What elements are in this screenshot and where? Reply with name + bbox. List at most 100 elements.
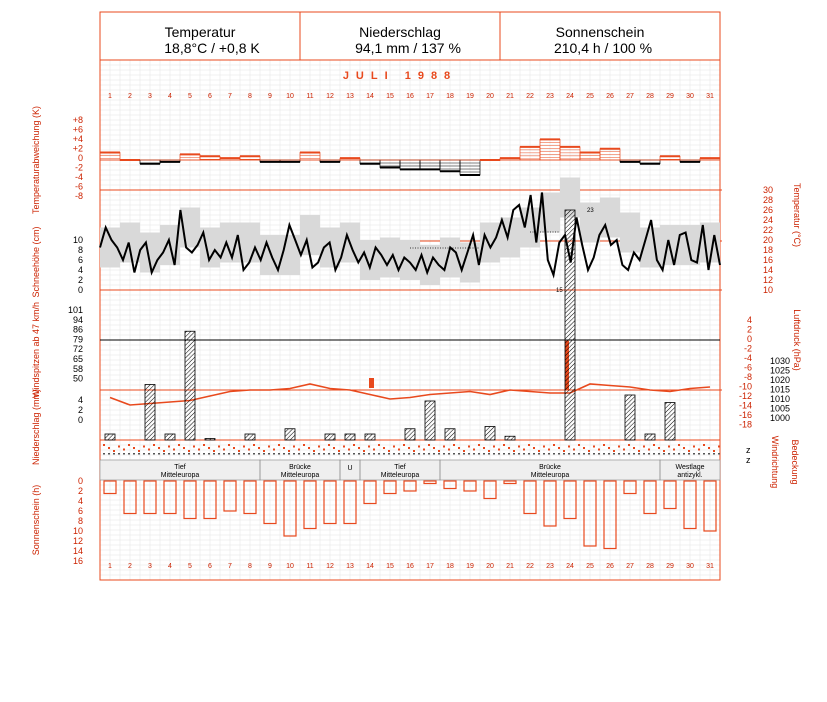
day-label-top: 14 — [366, 93, 374, 100]
temperature-tick: 18 — [763, 245, 773, 255]
cloud-mark — [328, 453, 330, 455]
day-label-bottom: 13 — [346, 563, 354, 570]
wind-mark — [168, 445, 170, 448]
sunshine-bar — [423, 480, 437, 485]
temperature-tick: 26 — [763, 205, 773, 215]
cloud-mark — [488, 453, 490, 455]
day-label-top: 21 — [506, 93, 514, 100]
cloud-mark — [468, 453, 470, 455]
cloud-mark — [673, 453, 675, 455]
day-label-top: 16 — [406, 93, 414, 100]
wind-mark — [208, 447, 210, 449]
day-label-bottom: 11 — [306, 563, 313, 570]
cloud-mark — [343, 453, 345, 455]
pressure-mm-tick: -14 — [739, 401, 752, 411]
cloud-mark — [288, 453, 290, 455]
wind-mark — [598, 448, 600, 451]
wind-mark — [378, 444, 380, 446]
cloud-mark — [398, 453, 400, 455]
wind-legend-mark: z — [746, 445, 751, 455]
wind-mark — [263, 450, 265, 452]
cloud-mark — [363, 453, 365, 455]
wind-mark — [448, 448, 450, 451]
pressure-axis-label: Luftdruck (hPa) — [792, 309, 802, 371]
day-label-bottom: 9 — [268, 563, 272, 570]
pressure-hpa-tick: 1030 — [770, 356, 790, 366]
precip-bar — [564, 209, 576, 441]
snow-tick: 8 — [78, 245, 83, 255]
wind-mark — [173, 448, 175, 451]
cloud-mark — [623, 453, 625, 455]
day-label-bottom: 29 — [666, 563, 674, 570]
cloud-mark — [198, 453, 200, 455]
sunshine-bar — [383, 480, 397, 495]
gust-tick: 79 — [73, 334, 83, 344]
precip-bar — [104, 433, 116, 441]
wind-mark — [523, 448, 525, 451]
wind-mark — [623, 448, 625, 451]
pressure-hpa-tick: 1000 — [770, 413, 790, 423]
month-title: JULI 1988 — [343, 70, 457, 82]
sunshine-bar — [283, 480, 297, 537]
snow-tick: 6 — [78, 255, 83, 265]
temp-range-bar — [700, 222, 720, 263]
wind-mark — [398, 448, 400, 451]
day-label-top: 25 — [586, 93, 594, 100]
wind-mark — [433, 447, 435, 449]
day-label-top: 19 — [466, 93, 474, 100]
header-sunshine-title: Sonnenschein — [556, 24, 645, 40]
cloud-mark — [208, 453, 210, 455]
precip-axis-label: Niederschlag (mm) — [31, 389, 41, 465]
cloud-mark — [553, 453, 555, 455]
wind-mark — [678, 444, 680, 446]
day-label-bottom: 16 — [406, 563, 414, 570]
sunshine-bar — [263, 480, 277, 525]
anomaly-tick: +2 — [73, 144, 83, 154]
wind-mark — [303, 444, 305, 446]
wind-mark — [613, 450, 615, 452]
snow-tick: 4 — [78, 265, 83, 275]
day-label-bottom: 31 — [706, 563, 714, 570]
cloud-mark — [128, 453, 130, 455]
wind-mark — [278, 444, 280, 446]
temp-range-bar — [360, 240, 380, 280]
wind-mark — [418, 445, 420, 448]
wind-mark — [123, 448, 125, 451]
temp-range-bar — [620, 212, 640, 253]
wind-mark — [393, 445, 395, 448]
sunshine-bar — [563, 480, 577, 520]
weather-type-label: Mitteleuropa — [161, 472, 200, 479]
temp-range-bar — [680, 225, 700, 265]
cloud-mark — [228, 453, 230, 455]
cloud-mark — [298, 453, 300, 455]
cloud-mark — [508, 453, 510, 455]
cloud-mark — [358, 453, 360, 455]
day-label-bottom: 21 — [506, 563, 514, 570]
wind-mark — [383, 447, 385, 449]
temperature-tick: 16 — [763, 255, 773, 265]
precip-bar — [444, 428, 456, 441]
day-label-top: 2 — [128, 93, 132, 100]
wind-mark — [608, 447, 610, 449]
day-label-top: 17 — [426, 93, 434, 100]
temperature-tick: 12 — [763, 275, 773, 285]
day-label-bottom: 4 — [168, 563, 172, 570]
cloud-mark — [233, 453, 235, 455]
gust-tick: 72 — [73, 344, 83, 354]
sunshine-bar — [243, 480, 257, 515]
wind-mark — [198, 448, 200, 451]
day-label-bottom: 8 — [248, 563, 252, 570]
weather-type-label: antizykl. — [677, 472, 702, 479]
day-label-top: 27 — [626, 93, 634, 100]
wind-mark — [143, 445, 145, 448]
wind-axis-label: Windrichtung — [770, 436, 780, 489]
cloud-mark — [403, 453, 405, 455]
temperature-tick: 30 — [763, 185, 773, 195]
anomaly-tick: +4 — [73, 134, 83, 144]
wind-mark — [283, 447, 285, 449]
cloud-mark — [178, 453, 180, 455]
wind-mark — [648, 448, 650, 451]
gusts-axis-label: Windspitzen ab 47 km/h — [31, 302, 41, 398]
wind-mark — [188, 450, 190, 452]
cloud-mark — [243, 453, 245, 455]
